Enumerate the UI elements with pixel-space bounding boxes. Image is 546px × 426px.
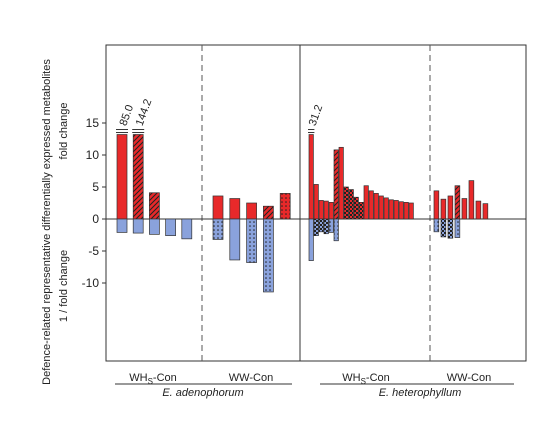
- bar-up: [468, 180, 475, 220]
- y-tick-label: 10: [86, 148, 100, 162]
- y-tick-label: -10: [82, 276, 100, 290]
- bar-down-pattern: [448, 219, 453, 239]
- bar-up-pattern: [344, 187, 349, 219]
- y-axis-title-positive: fold change: [58, 103, 70, 160]
- bar-down-pattern: [314, 219, 319, 236]
- bar-up: [308, 134, 314, 220]
- group-label-ww-adenophorum: WW-Con: [229, 372, 273, 384]
- bar-down-pattern: [213, 219, 223, 240]
- bar-up: [328, 202, 334, 220]
- bar-down-pattern: [434, 219, 439, 232]
- data-label: 31.2: [307, 103, 326, 127]
- bar-up: [318, 200, 324, 220]
- bar-down-pattern: [334, 219, 339, 241]
- bar-up-pattern: [149, 192, 160, 219]
- data-label: 144.2: [134, 98, 155, 128]
- y-tick-label: 15: [86, 116, 100, 130]
- bar-up-pattern: [263, 206, 274, 219]
- bar-down: [165, 218, 176, 236]
- x-group-labels: WHS-Con WW-Con WHS-Con WW-Con E. adenoph…: [115, 372, 514, 399]
- bar-down: [181, 218, 193, 240]
- bar-up: [373, 193, 379, 220]
- bar-up: [323, 200, 329, 220]
- bar-up: [440, 198, 447, 220]
- bar-up: [116, 134, 128, 220]
- y-tick-label: 0: [92, 212, 99, 226]
- bar-down: [132, 218, 144, 234]
- y-tick-label: -5: [88, 244, 99, 258]
- bar-up: [403, 202, 409, 220]
- bar-up: [313, 184, 319, 220]
- bar-up: [461, 198, 468, 220]
- bar-down: [308, 218, 314, 261]
- bar-up: [338, 146, 344, 220]
- bars: [116, 134, 489, 293]
- bar-up: [388, 199, 394, 220]
- bar-up: [378, 195, 384, 220]
- bar-up: [383, 197, 389, 220]
- bar-down: [116, 218, 128, 233]
- bar-up: [447, 195, 454, 220]
- bar-down-pattern: [324, 219, 329, 234]
- y-tick-label: 5: [92, 180, 99, 194]
- bar-up-pattern: [349, 189, 354, 219]
- group-label-wh-heterophyllum: WHS-Con: [342, 372, 390, 386]
- bar-up-pattern: [455, 185, 460, 219]
- bar-up: [363, 185, 369, 220]
- y-axis-title: Defence-related representative different…: [41, 59, 53, 385]
- bar-up-pattern: [133, 134, 144, 219]
- bar-up: [368, 190, 374, 220]
- plot-frame: [105, 44, 527, 362]
- bar-up-pattern: [334, 149, 339, 219]
- bar-up: [246, 202, 257, 220]
- bar-down-pattern: [455, 219, 460, 238]
- species-label-heterophyllum: E. heterophyllum: [379, 387, 462, 399]
- bar-up: [229, 198, 241, 220]
- bar-up: [475, 200, 482, 220]
- bar-down-pattern: [441, 219, 446, 237]
- bar-up: [408, 202, 414, 220]
- bar-down-pattern: [263, 219, 274, 292]
- y-axis: -10 -5 0 5 10 15: [82, 116, 106, 290]
- group-label-wh-adenophorum: WHS-Con: [129, 372, 177, 386]
- bar-up-pattern: [280, 193, 291, 219]
- bar-up: [393, 200, 399, 220]
- bar-up: [212, 195, 224, 220]
- bar-down: [229, 218, 241, 261]
- bar-up: [398, 201, 404, 220]
- group-label-ww-heterophyllum: WW-Con: [447, 372, 491, 384]
- bar-down: [149, 218, 160, 235]
- bar-down-pattern: [329, 219, 334, 233]
- bar-down-pattern: [319, 219, 324, 232]
- y-axis-title-negative: 1 / fold change: [58, 250, 70, 322]
- bar-up-pattern: [354, 197, 359, 219]
- bar-down-pattern: [246, 219, 257, 263]
- bar-up: [433, 190, 440, 220]
- bar-up-pattern: [359, 202, 364, 219]
- bar-up: [482, 203, 489, 220]
- species-label-adenophorum: E. adenophorum: [162, 387, 243, 399]
